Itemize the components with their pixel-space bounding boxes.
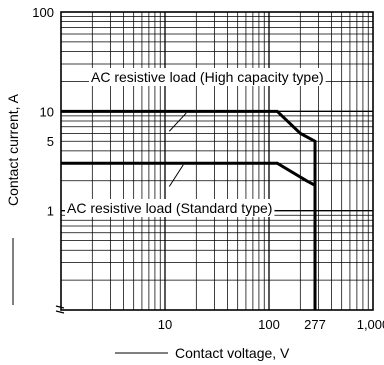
y-tick-label: 1 <box>47 204 54 219</box>
leader-line-high-capacity <box>168 112 187 132</box>
axis-break-stroke <box>55 305 65 309</box>
y-tick-label: 5 <box>47 134 54 149</box>
annotation-leaders <box>168 112 187 187</box>
x-tick-label: 1,000 <box>357 317 384 332</box>
ann-high-background <box>89 68 326 86</box>
y-axis-label: Contact current, A <box>5 93 21 206</box>
axis-break-stroke <box>55 310 65 314</box>
series-label-standard: AC resistive load (Standard type) <box>67 200 272 216</box>
major-gridlines <box>61 12 373 310</box>
tick-labels: 10 100 277 1,000 1 5 10 100 <box>32 5 384 332</box>
y-tick-label: 10 <box>40 104 54 119</box>
x-tick-label: 10 <box>158 317 172 332</box>
ann-std-background <box>65 199 275 217</box>
x-axis-label: Contact voltage, V <box>175 345 290 361</box>
plot-frame <box>60 11 374 311</box>
y-tick-label: 100 <box>32 5 54 20</box>
axis-break-mark <box>55 305 65 314</box>
series-label-high-capacity: AC resistive load (High capacity type) <box>91 69 324 85</box>
series-line-standard <box>61 161 317 310</box>
minor-gridlines <box>61 12 373 310</box>
leader-line-standard <box>168 164 184 187</box>
x-tick-label: 277 <box>304 317 326 332</box>
series-layer <box>61 109 317 310</box>
x-tick-label: 100 <box>258 317 280 332</box>
